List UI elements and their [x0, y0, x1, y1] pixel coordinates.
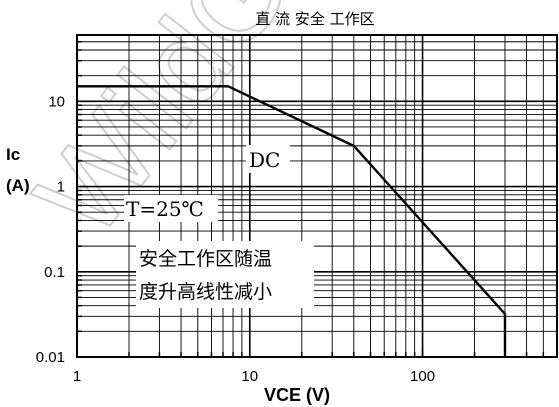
x-axis-label: VCE (V) [264, 385, 330, 405]
x-tick-label: 1 [73, 368, 81, 385]
y-tick-label: 1 [57, 179, 65, 196]
series-layer [77, 85, 507, 357]
y-axis-label-unit: (A) [6, 176, 30, 195]
dc-label-bg [246, 145, 290, 173]
plot-frame [76, 34, 558, 358]
note-line-1: 安全工作区随温 [139, 248, 272, 270]
temp-label-bg [124, 195, 218, 222]
temp-annotation: T=25℃ [126, 197, 204, 221]
y-tick-label: 0.01 [36, 349, 65, 366]
x-tick-labels: 1 10 100 [73, 368, 435, 385]
note-bg [136, 241, 314, 308]
y-tick-label: 10 [48, 93, 65, 110]
note-line-2: 度升高线性减小 [139, 281, 272, 303]
x-tick-label: 10 [241, 368, 258, 385]
y-tick-label: 0.1 [44, 264, 65, 281]
x-tick-label: 100 [410, 368, 435, 385]
dc-annotation: DC [249, 148, 280, 172]
y-axis-label-ic: Ic [6, 145, 20, 164]
chart-title: 直 流 安全 工作区 [255, 10, 374, 28]
soa-boundary-line [77, 85, 507, 357]
y-tick-labels: 10 1 0.1 0.01 [36, 93, 65, 366]
